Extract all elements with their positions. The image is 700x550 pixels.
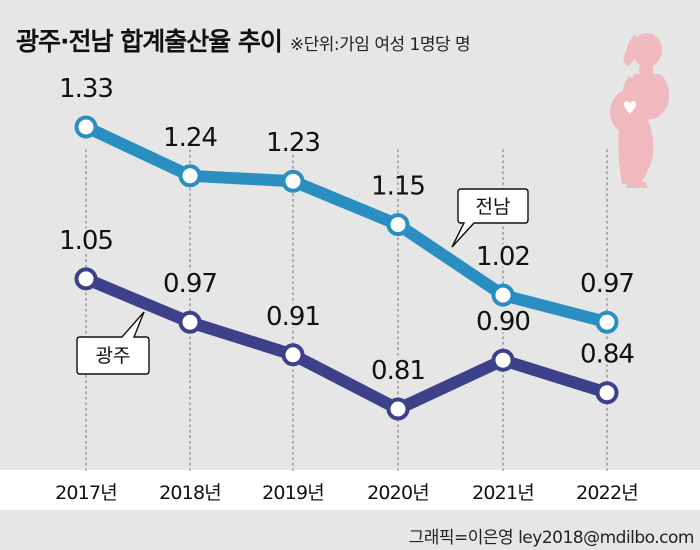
x-axis-tick-labels: 2017년 2018년 2019년 2020년 2021년 2022년 xyxy=(55,482,639,504)
value-label-0-2: 1.23 xyxy=(266,128,320,158)
series-line-0 xyxy=(80,121,613,329)
value-label-0-1: 1.24 xyxy=(163,123,217,153)
value-label-1-5: 0.84 xyxy=(580,340,634,370)
data-point-0-4 xyxy=(491,283,515,307)
graphic-credit: 그래픽=이은영 ley2018@mdilbo.com xyxy=(408,528,695,548)
grid-lines xyxy=(85,149,608,471)
value-labels: 1.33 1.24 1.23 1.15 1.02 0.97 1.05 0.97 0.91 0.81… xyxy=(57,72,638,389)
data-point-1-4 xyxy=(491,348,515,372)
x-tick-label-0: 2017년 xyxy=(55,482,117,504)
data-point-0-0 xyxy=(74,115,98,139)
data-points xyxy=(74,115,619,421)
unit-note: ※단위:가임 여성 1명당 명 xyxy=(289,35,471,55)
heart-icon xyxy=(624,101,636,114)
value-label-1-2: 0.91 xyxy=(266,302,320,332)
value-label-0-5: 0.97 xyxy=(580,269,634,299)
x-tick-label-1: 2018년 xyxy=(159,482,221,504)
value-label-1-4: 0.90 xyxy=(476,307,530,337)
pregnant-woman-icon xyxy=(610,33,669,188)
title-row: 광주·전남 합계출산율 추이 ※단위:가임 여성 1명당 명 xyxy=(16,22,471,58)
x-tick-label-4: 2021년 xyxy=(472,482,534,504)
data-point-1-2 xyxy=(281,343,305,367)
callout-gwangju: 광주 xyxy=(76,311,150,375)
callout-jeonnam: 전남 xyxy=(451,188,529,248)
data-point-1-1 xyxy=(178,310,202,334)
x-tick-label-5: 2022년 xyxy=(576,482,638,504)
data-point-0-1 xyxy=(178,164,202,188)
value-label-0-0: 1.33 xyxy=(59,74,113,104)
value-label-0-3: 1.15 xyxy=(371,172,425,202)
callout-jeonnam-label: 전남 xyxy=(476,196,511,218)
value-label-1-1: 0.97 xyxy=(163,269,217,299)
data-point-1-3 xyxy=(386,397,410,421)
data-point-0-5 xyxy=(595,310,619,334)
value-label-1-0: 1.05 xyxy=(59,226,113,256)
value-label-1-3: 0.81 xyxy=(371,356,425,386)
chart-title: 광주·전남 합계출산율 추이 xyxy=(16,27,283,56)
series-lines xyxy=(80,121,613,415)
data-point-0-3 xyxy=(386,213,410,237)
data-point-1-5 xyxy=(595,381,619,405)
data-point-0-2 xyxy=(281,169,305,193)
series-line-1 xyxy=(80,272,613,415)
x-tick-label-3: 2020년 xyxy=(367,482,429,504)
value-label-0-4: 1.02 xyxy=(476,242,530,272)
data-point-1-0 xyxy=(74,267,98,291)
credit-band xyxy=(0,510,700,550)
x-axis-band xyxy=(0,470,700,510)
callout-gwangju-label: 광주 xyxy=(96,345,131,367)
x-tick-label-2: 2019년 xyxy=(262,482,324,504)
